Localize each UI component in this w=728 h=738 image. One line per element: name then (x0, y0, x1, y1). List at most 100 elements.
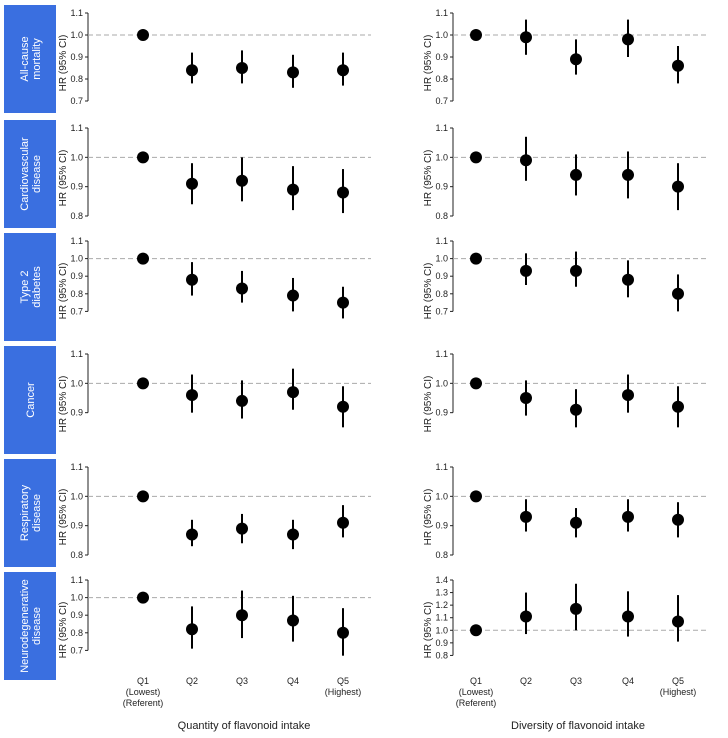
y-tick-label: 0.8 (70, 289, 83, 299)
hr-point (287, 528, 299, 541)
x-tick-label-line: (Referent) (123, 698, 164, 708)
x-tick-label: Q5 (Highest) (325, 676, 362, 697)
row-label: Respiratorydisease (19, 484, 43, 541)
y-axis-label: HR (95% CI) (58, 263, 69, 320)
y-tick-label: 0.9 (70, 521, 83, 531)
hr-point (186, 64, 198, 77)
hr-point (622, 33, 634, 46)
y-tick-label: 0.8 (435, 650, 448, 660)
y-tick-label: 0.9 (70, 610, 83, 620)
x-tick-label-line: (Highest) (660, 687, 697, 697)
row-label: All-causemortality (19, 36, 43, 81)
row-label-band (4, 572, 56, 680)
x-tick-label: Q5 (Highest) (660, 676, 697, 697)
hr-point (337, 626, 349, 639)
y-tick-label: 1.0 (70, 152, 83, 162)
y-tick-label: 0.9 (435, 182, 448, 192)
y-tick-label: 0.7 (70, 96, 83, 106)
hr-point (570, 602, 582, 615)
row-label-line: Respiratory (19, 484, 31, 541)
row-label-line: Cancer (25, 382, 37, 418)
row-label: Type 2diabetes (19, 266, 43, 308)
row-label-band (4, 120, 56, 228)
y-tick-label: 0.8 (435, 211, 448, 221)
y-tick-label: 0.8 (435, 74, 448, 84)
row-label-line: Cardiovascular (19, 137, 31, 211)
hr-point (236, 282, 248, 295)
y-tick-label: 1.2 (435, 600, 448, 610)
y-axis-label: HR (95% CI) (58, 602, 69, 659)
hr-point (287, 386, 299, 399)
x-tick-label: Q2 (520, 676, 532, 686)
hr-point (570, 264, 582, 277)
x-tick-label-line: (Referent) (456, 698, 497, 708)
hr-point (137, 591, 149, 604)
hr-point (236, 62, 248, 74)
y-tick-label: 0.8 (70, 628, 83, 638)
hr-point (470, 151, 482, 164)
hr-point (137, 377, 149, 390)
x-tick-label-line: Q5 (672, 676, 684, 686)
hr-point (337, 64, 349, 77)
row-label-line: disease (31, 155, 43, 193)
y-tick-label: 0.8 (435, 289, 448, 299)
y-tick-label: 1.1 (435, 8, 448, 18)
hr-point (470, 252, 482, 265)
y-tick-label: 0.7 (435, 96, 448, 106)
y-axis-label: HR (95% CI) (423, 489, 434, 546)
y-tick-label: 1.1 (435, 613, 448, 623)
y-tick-label: 1.1 (70, 349, 83, 359)
x-tick-label-line: Q3 (570, 676, 582, 686)
hr-point (520, 264, 532, 277)
hr-point (672, 59, 684, 72)
y-tick-label: 0.9 (70, 182, 83, 192)
y-tick-label: 0.9 (435, 408, 448, 418)
x-tick-label-line: (Lowest) (459, 687, 494, 697)
y-tick-label: 1.0 (70, 378, 83, 388)
y-tick-label: 1.1 (70, 462, 83, 472)
row-label-line: Neurodegenerative (19, 579, 31, 673)
y-tick-label: 1.0 (435, 30, 448, 40)
hr-point (622, 273, 634, 286)
x-tick-label: Q4 (622, 676, 634, 686)
hr-point (236, 609, 248, 622)
y-tick-label: 1.0 (435, 152, 448, 162)
y-tick-label: 0.8 (70, 74, 83, 84)
hr-point (672, 615, 684, 628)
y-tick-label: 0.9 (70, 271, 83, 281)
hr-point (236, 394, 248, 407)
hr-point (520, 610, 532, 623)
y-tick-label: 1.0 (435, 625, 448, 635)
y-tick-label: 1.0 (435, 254, 448, 264)
x-tick-label-line: Q5 (337, 676, 349, 686)
y-tick-label: 0.7 (70, 306, 83, 316)
y-axis-label: HR (95% CI) (58, 376, 69, 433)
x-axis-label: Quantity of flavonoid intake (178, 720, 311, 732)
y-tick-label: 1.0 (70, 491, 83, 501)
x-tick-label: Q4 (287, 676, 299, 686)
hr-point (337, 516, 349, 529)
y-tick-label: 1.1 (435, 349, 448, 359)
hr-point (570, 53, 582, 66)
y-tick-label: 0.7 (70, 645, 83, 655)
y-tick-label: 1.1 (70, 8, 83, 18)
hr-point (137, 151, 149, 164)
row-label-line: All-cause (19, 36, 31, 81)
hr-point (622, 168, 634, 181)
y-tick-label: 1.1 (70, 236, 83, 246)
row-label-line: disease (31, 494, 43, 532)
hr-point (520, 154, 532, 167)
hr-point (672, 400, 684, 413)
x-tick-label-line: Q3 (236, 676, 248, 686)
y-axis-label: HR (95% CI) (58, 150, 69, 207)
hr-point (236, 522, 248, 535)
y-tick-label: 1.0 (70, 593, 83, 603)
hr-point (570, 516, 582, 529)
hr-point (186, 389, 198, 402)
hr-point (287, 289, 299, 302)
hr-point (520, 392, 532, 404)
hr-point (622, 510, 634, 523)
x-tick-label-line: Q4 (287, 676, 299, 686)
hr-point (470, 490, 482, 503)
